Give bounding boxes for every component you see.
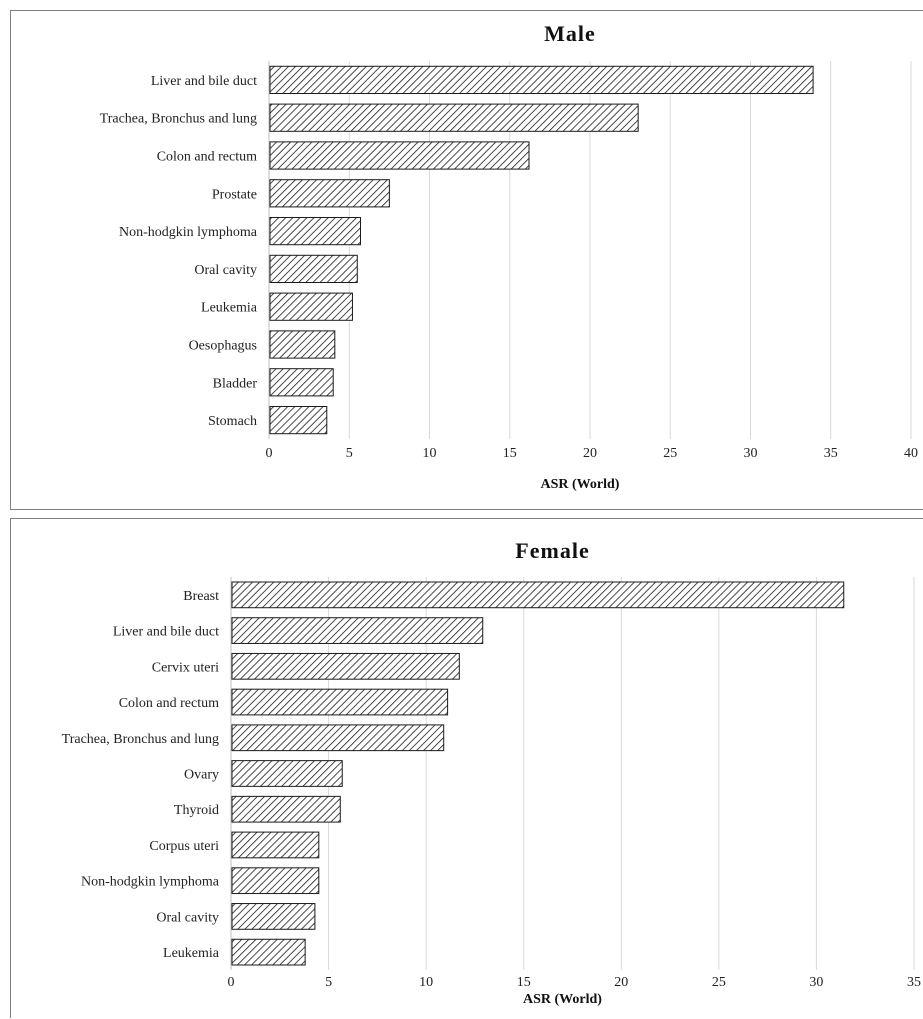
category-label-female: Trachea, Bronchus and lung: [62, 732, 219, 747]
category-label-male: Oesophagus: [189, 339, 257, 354]
x-tick-label-male: 40: [904, 446, 918, 461]
category-label-male: Stomach: [208, 414, 257, 429]
category-label-male: Leukemia: [201, 301, 258, 316]
chart-title-male: Male: [544, 21, 596, 46]
category-label-male: Trachea, Bronchus and lung: [100, 112, 257, 127]
category-label-female: Non-hodgkin lymphoma: [81, 875, 220, 890]
category-label-male: Prostate: [212, 187, 257, 202]
bar-female: [231, 795, 341, 823]
x-axis-label-male: ASR (World): [541, 477, 620, 492]
x-axis-label-female: ASR (World): [523, 992, 602, 1007]
bar-male: [269, 216, 361, 246]
x-tick-label-female: 25: [712, 975, 726, 990]
chart-panel-male: Male 0 5 10 15 20 25 30 35 40 Liver and bile duct T…: [10, 10, 923, 510]
bar-female: [231, 652, 460, 680]
x-tick-label-female: 10: [419, 975, 433, 990]
bar-male: [269, 405, 328, 435]
bar-female: [231, 724, 445, 752]
x-tick-label-male: 30: [744, 446, 758, 461]
category-label-female: Thyroid: [174, 803, 219, 818]
category-label-male: Non-hodgkin lymphoma: [119, 225, 258, 240]
x-tick-label-female: 15: [517, 975, 531, 990]
chart-panel-female: Female 0 5 10 15 20 25 30 35 Breast Liver and bile…: [10, 518, 923, 1018]
bar-female: [231, 617, 484, 644]
bar-female: [231, 903, 316, 930]
category-label-female: Breast: [183, 589, 219, 604]
category-label-female: Corpus uteri: [149, 839, 219, 854]
category-label-male: Oral cavity: [194, 263, 257, 278]
category-label-female: Colon and rectum: [119, 696, 219, 711]
x-tick-label-female: 20: [614, 975, 628, 990]
x-tick-label-male: 25: [663, 446, 677, 461]
bar-female: [231, 867, 320, 895]
category-label-male: Bladder: [213, 376, 258, 391]
bar-female: [231, 760, 343, 787]
category-label-female: Ovary: [184, 768, 219, 783]
x-tick-label-female: 35: [907, 975, 921, 990]
bar-male: [269, 179, 390, 208]
bar-male: [269, 254, 358, 284]
category-label-female: Liver and bile duct: [113, 625, 219, 640]
x-tick-label-male: 20: [583, 446, 597, 461]
bar-male: [269, 292, 353, 321]
bar-female: [231, 831, 320, 859]
category-label-male: Colon and rectum: [157, 150, 257, 165]
x-tick-label-male: 15: [503, 446, 517, 461]
chart-svg-male: Male 0 5 10 15 20 25 30 35 40 Liver and bile duct T…: [100, 21, 918, 492]
x-tick-label-male: 0: [266, 446, 273, 461]
bar-male: [269, 103, 639, 132]
bar-male: [269, 330, 336, 359]
bar-male: [269, 368, 334, 397]
x-tick-label-female: 30: [809, 975, 823, 990]
bar-female: [231, 581, 845, 609]
bar-female: [231, 688, 449, 716]
category-label-female: Cervix uteri: [152, 660, 219, 675]
x-tick-label-female: 0: [228, 975, 235, 990]
bar-male: [269, 65, 814, 95]
x-tick-label-male: 5: [346, 446, 353, 461]
chart-title-female: Female: [515, 538, 589, 563]
category-label-female: Oral cavity: [156, 910, 219, 925]
bar-male: [269, 141, 530, 170]
x-tick-label-male: 10: [423, 446, 437, 461]
x-tick-label-female: 5: [325, 975, 332, 990]
chart-svg-female: Female 0 5 10 15 20 25 30 35 Breast Liver and bile…: [62, 538, 921, 1007]
category-label-male: Liver and bile duct: [151, 74, 257, 89]
x-tick-label-male: 35: [824, 446, 838, 461]
bar-female: [231, 938, 306, 966]
category-label-female: Leukemia: [163, 946, 220, 961]
